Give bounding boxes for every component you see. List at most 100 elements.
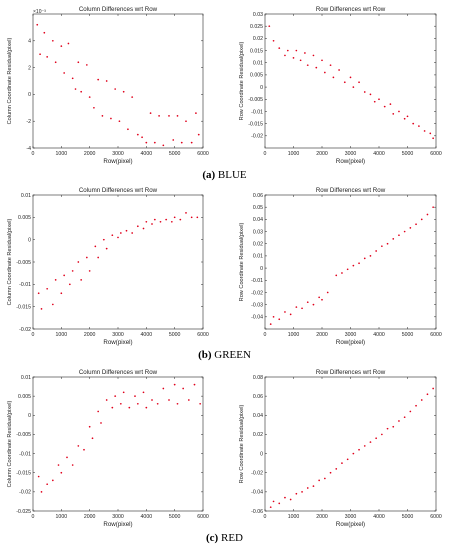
y-tick-label: 0.02 <box>253 432 263 438</box>
plot-frame <box>264 376 437 512</box>
x-tick-label: 4000 <box>141 151 153 157</box>
data-point <box>432 206 434 209</box>
data-point <box>136 133 139 136</box>
x-tick-label: 5000 <box>169 151 181 157</box>
data-point <box>312 485 315 487</box>
data-point <box>60 45 63 48</box>
data-point <box>97 410 100 413</box>
y-tick-label: 0.04 <box>253 217 263 223</box>
data-point <box>93 106 95 109</box>
y-tick-label: 0.02 <box>253 242 263 248</box>
y-tick-label: 0.01 <box>21 193 31 199</box>
data-point <box>131 232 134 234</box>
chart-title: Row Differences wrt Row <box>316 6 386 13</box>
caption-letter: (c) <box>206 532 219 544</box>
data-point <box>142 227 145 230</box>
x-axis-label: Row(pixel) <box>103 158 132 165</box>
data-point <box>105 399 108 401</box>
data-point <box>295 306 298 308</box>
data-point <box>386 242 389 245</box>
y-tick-label: 0.005 <box>250 73 263 79</box>
data-point <box>158 114 160 117</box>
data-point <box>381 433 383 436</box>
data-point <box>284 311 286 313</box>
data-point <box>179 218 182 221</box>
data-point <box>182 387 185 390</box>
y-tick-label: 0.005 <box>18 215 31 221</box>
data-point <box>162 144 165 147</box>
x-tick-label: 5000 <box>402 332 414 338</box>
data-point <box>321 59 323 62</box>
data-point <box>420 218 423 221</box>
data-point <box>136 402 139 405</box>
data-point <box>51 303 54 306</box>
x-axis-label: Row(pixel) <box>336 158 365 165</box>
x-tick-label: 2000 <box>84 514 96 520</box>
data-point <box>193 383 196 386</box>
data-point <box>197 133 200 136</box>
data-point <box>114 88 117 90</box>
y-tick-label: 0.04 <box>253 413 263 419</box>
data-point <box>318 296 320 299</box>
data-point <box>119 402 122 405</box>
data-point <box>36 23 39 26</box>
x-tick-label: 0 <box>264 151 267 157</box>
data-point <box>46 483 49 486</box>
data-point <box>343 81 346 84</box>
data-point <box>335 274 338 277</box>
data-point <box>97 78 100 81</box>
data-point <box>153 141 156 144</box>
data-point <box>170 220 173 223</box>
data-point <box>306 64 309 67</box>
data-point <box>77 61 80 64</box>
x-tick-label: 0 <box>264 514 267 520</box>
data-point <box>190 141 193 144</box>
x-tick-label: 2000 <box>84 151 96 157</box>
y-tick-label: -0.06 <box>251 509 263 515</box>
y-tick-label: -0.04 <box>251 315 263 321</box>
y-tick-label: -4 <box>26 146 31 152</box>
data-point <box>105 80 108 82</box>
data-point <box>272 39 275 42</box>
y-tick-label: 0.05 <box>253 205 263 211</box>
data-point <box>40 491 43 493</box>
data-point <box>60 471 63 474</box>
data-point <box>363 257 366 260</box>
data-point <box>278 318 281 321</box>
data-point <box>315 66 318 69</box>
y-tick-label: -0.04 <box>251 490 263 496</box>
data-point <box>403 230 406 233</box>
data-point <box>373 100 376 103</box>
data-point <box>338 69 340 71</box>
data-point <box>329 471 332 474</box>
y-tick-label: 0.06 <box>253 394 263 400</box>
data-point <box>349 76 352 79</box>
y-tick-label: 0.01 <box>253 254 263 260</box>
data-point <box>195 112 197 115</box>
data-point <box>145 406 148 409</box>
data-point <box>369 441 372 443</box>
y-tick-label: -0.02 <box>19 327 31 333</box>
data-point <box>46 56 49 58</box>
x-axis-label: Row(pixel) <box>336 521 365 528</box>
data-point <box>415 404 417 407</box>
data-point <box>346 458 349 461</box>
x-tick-label: 5000 <box>169 514 181 520</box>
y-tick-label: -0.005 <box>16 260 31 266</box>
x-tick-label: 3000 <box>112 332 124 338</box>
chart-title: Column Differences wrt Row <box>79 369 158 376</box>
x-tick-label: 5000 <box>402 514 414 520</box>
data-point <box>156 402 159 405</box>
y-tick-label: 0.01 <box>21 375 31 381</box>
data-point <box>94 245 97 248</box>
x-tick-label: 3000 <box>345 151 357 157</box>
data-point <box>185 120 187 123</box>
y-tick-label: 0 <box>28 413 31 419</box>
data-point <box>85 256 88 259</box>
y-tick-label: -0.02 <box>19 490 31 496</box>
data-point <box>363 445 366 447</box>
data-point <box>341 462 343 464</box>
data-point <box>71 464 74 466</box>
y-tick-label: 0.03 <box>253 229 263 235</box>
